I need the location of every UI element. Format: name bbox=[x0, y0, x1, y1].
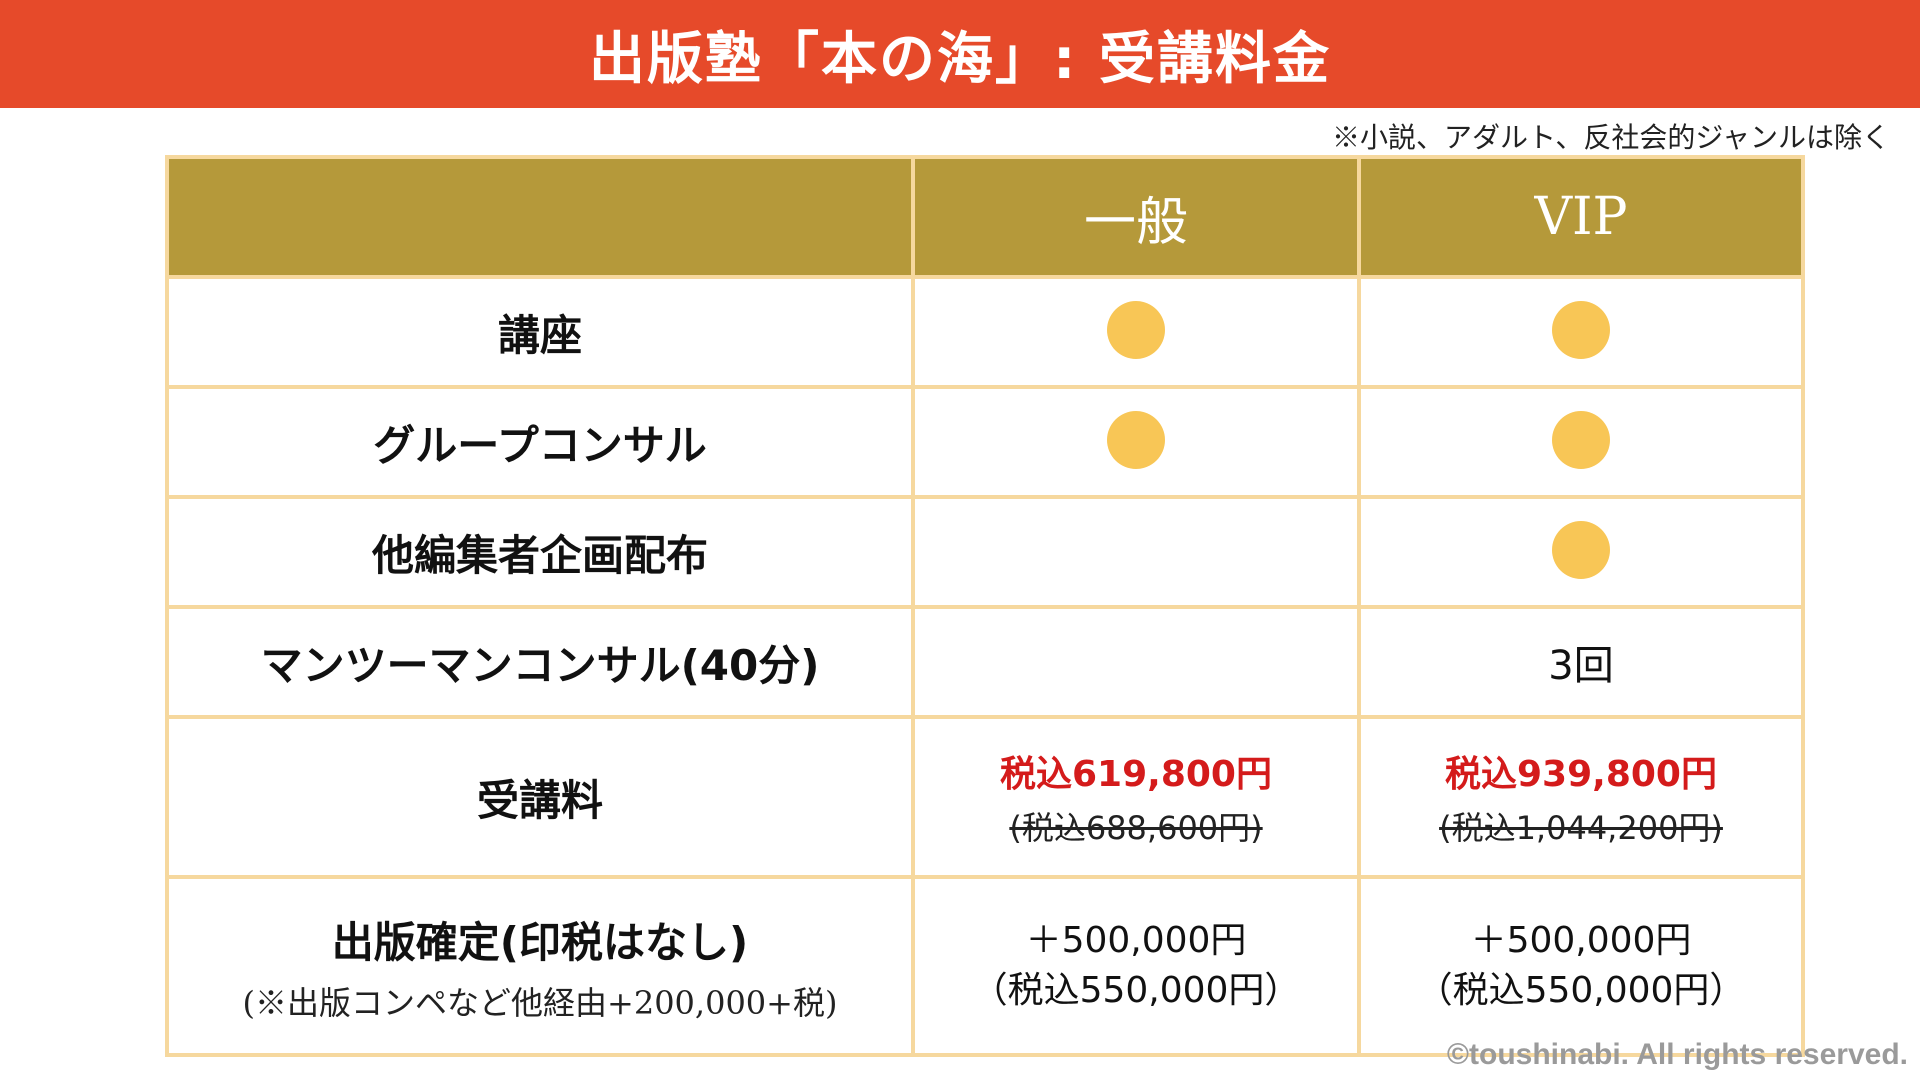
page-title: 出版塾「本の海」: 受講料金 bbox=[589, 26, 1331, 92]
row-label: 受講料 bbox=[476, 775, 603, 825]
vip-cell: 税込939,800円 (税込1,044,200円) bbox=[1357, 715, 1805, 879]
row-label-cell: マンツーマンコンサル(40分) bbox=[165, 605, 915, 719]
vip-publish-fee: ＋500,000円 bbox=[1470, 919, 1692, 961]
included-dot-icon bbox=[1107, 301, 1165, 359]
row-label: 出版確定(印税はなし) bbox=[331, 917, 749, 967]
vip-old-price: (税込1,044,200円) bbox=[1439, 809, 1723, 847]
session-count: 3回 bbox=[1548, 643, 1614, 689]
vip-cell bbox=[1357, 275, 1805, 389]
copyright-notice: ©toushinabi. All rights reserved. bbox=[1446, 1038, 1908, 1071]
included-dot-icon bbox=[1107, 411, 1165, 469]
table-row-editor-distribution: 他編集者企画配布 bbox=[165, 495, 1805, 609]
general-cell bbox=[911, 385, 1361, 499]
exclusion-note: ※小説、アダルト、反社会的ジャンルは除く bbox=[1331, 121, 1890, 154]
vip-publish-fee-tax: （税込550,000円） bbox=[1416, 970, 1746, 1011]
row-label-cell: 受講料 bbox=[165, 715, 915, 879]
table-row-one-on-one: マンツーマンコンサル(40分) 3回 bbox=[165, 605, 1805, 719]
row-label: マンツーマンコンサル(40分) bbox=[260, 640, 820, 690]
general-cell: 税込619,800円 (税込688,600円) bbox=[911, 715, 1361, 879]
vip-price: 税込939,800円 bbox=[1445, 754, 1717, 795]
vip-cell bbox=[1357, 495, 1805, 609]
general-publish-fee: ＋500,000円 bbox=[1025, 919, 1247, 961]
table-row-fee: 受講料 税込619,800円 (税込688,600円) 税込939,800円 (… bbox=[165, 715, 1805, 879]
row-label-cell: グループコンサル bbox=[165, 385, 915, 499]
header-general: 一般 bbox=[911, 155, 1361, 279]
table-row-group-consult: グループコンサル bbox=[165, 385, 1805, 499]
general-cell bbox=[911, 605, 1361, 719]
table-row-publishing: 出版確定(印税はなし) (※出版コンペなど他経由+200,000+税) ＋500… bbox=[165, 875, 1805, 1057]
row-label: 他編集者企画配布 bbox=[371, 530, 708, 580]
title-banner: 出版塾「本の海」: 受講料金 bbox=[0, 0, 1920, 108]
header-blank-cell bbox=[165, 155, 915, 279]
vip-cell: ＋500,000円 （税込550,000円） bbox=[1357, 875, 1805, 1057]
general-cell bbox=[911, 275, 1361, 389]
row-label-cell: 他編集者企画配布 bbox=[165, 495, 915, 609]
pricing-table: 一般 VIP 講座 グループコンサル bbox=[165, 155, 1805, 1057]
included-dot-icon bbox=[1552, 521, 1610, 579]
general-price: 税込619,800円 bbox=[1000, 754, 1272, 795]
header-vip: VIP bbox=[1357, 155, 1805, 279]
included-dot-icon bbox=[1552, 411, 1610, 469]
general-publish-fee-tax: （税込550,000円） bbox=[971, 970, 1301, 1011]
row-sublabel: (※出版コンペなど他経由+200,000+税) bbox=[242, 983, 838, 1022]
vip-cell: 3回 bbox=[1357, 605, 1805, 719]
general-cell bbox=[911, 495, 1361, 609]
row-label-cell: 出版確定(印税はなし) (※出版コンペなど他経由+200,000+税) bbox=[165, 875, 915, 1057]
general-old-price: (税込688,600円) bbox=[1009, 809, 1263, 847]
included-dot-icon bbox=[1552, 301, 1610, 359]
vip-cell bbox=[1357, 385, 1805, 499]
row-label-cell: 講座 bbox=[165, 275, 915, 389]
table-header-row: 一般 VIP bbox=[165, 155, 1805, 279]
row-label: グループコンサル bbox=[373, 420, 707, 470]
table-row-lecture: 講座 bbox=[165, 275, 1805, 389]
general-cell: ＋500,000円 （税込550,000円） bbox=[911, 875, 1361, 1057]
row-label: 講座 bbox=[497, 310, 582, 360]
